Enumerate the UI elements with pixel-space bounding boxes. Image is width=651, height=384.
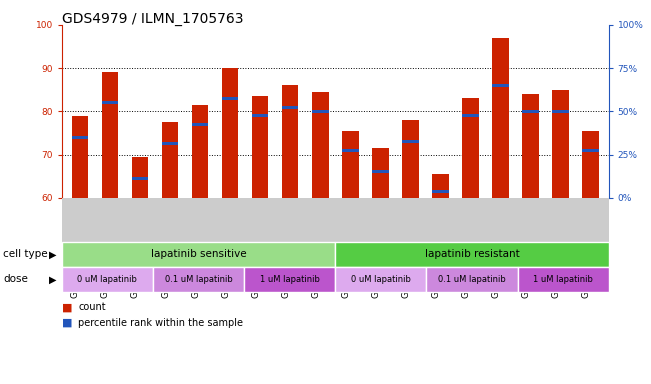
Bar <box>492 38 509 198</box>
Bar <box>342 131 359 198</box>
Bar <box>583 131 599 198</box>
Text: ▶: ▶ <box>49 249 57 260</box>
Bar <box>62 267 153 292</box>
Text: 0.1 uM lapatinib: 0.1 uM lapatinib <box>438 275 506 284</box>
Text: lapatinib resistant: lapatinib resistant <box>424 249 519 260</box>
Bar <box>335 267 426 292</box>
Bar <box>522 94 539 198</box>
Bar <box>192 123 208 126</box>
Bar <box>222 97 238 100</box>
Bar <box>372 170 389 173</box>
Bar <box>522 110 539 113</box>
Bar <box>583 149 599 152</box>
Bar <box>282 86 298 198</box>
Bar <box>342 149 359 152</box>
Bar <box>432 174 449 198</box>
Text: cell type: cell type <box>3 249 48 260</box>
Text: 0 uM lapatinib: 0 uM lapatinib <box>77 275 137 284</box>
Bar <box>132 177 148 180</box>
Bar <box>432 190 449 193</box>
Bar <box>72 136 88 139</box>
Bar <box>244 267 335 292</box>
Bar <box>462 98 478 198</box>
Bar <box>552 90 569 198</box>
Bar <box>312 110 329 113</box>
Bar <box>192 105 208 198</box>
Bar <box>102 73 118 198</box>
Bar <box>161 142 178 145</box>
Bar <box>462 114 478 117</box>
Bar <box>102 101 118 104</box>
Bar <box>252 96 268 198</box>
Text: ■: ■ <box>62 318 72 328</box>
Bar <box>252 114 268 117</box>
Text: lapatinib sensitive: lapatinib sensitive <box>151 249 246 260</box>
Bar <box>312 92 329 198</box>
Bar <box>222 68 238 198</box>
Text: 1 uM lapatinib: 1 uM lapatinib <box>533 275 593 284</box>
Bar <box>426 267 518 292</box>
Text: 0 uM lapatinib: 0 uM lapatinib <box>351 275 411 284</box>
Text: 1 uM lapatinib: 1 uM lapatinib <box>260 275 320 284</box>
Bar <box>132 157 148 198</box>
Bar <box>282 106 298 109</box>
Bar <box>492 84 509 87</box>
Bar <box>62 242 335 267</box>
Bar <box>335 242 609 267</box>
Text: percentile rank within the sample: percentile rank within the sample <box>78 318 243 328</box>
Bar <box>402 140 419 143</box>
Text: GDS4979 / ILMN_1705763: GDS4979 / ILMN_1705763 <box>62 12 243 25</box>
Text: 0.1 uM lapatinib: 0.1 uM lapatinib <box>165 275 232 284</box>
Text: ■: ■ <box>62 302 72 312</box>
Bar <box>552 110 569 113</box>
Text: dose: dose <box>3 274 28 285</box>
Text: ▶: ▶ <box>49 274 57 285</box>
Bar <box>161 122 178 198</box>
Bar <box>372 148 389 198</box>
Text: count: count <box>78 302 105 312</box>
Bar <box>72 116 88 198</box>
Bar <box>153 267 244 292</box>
Bar <box>402 120 419 198</box>
Bar <box>518 267 609 292</box>
